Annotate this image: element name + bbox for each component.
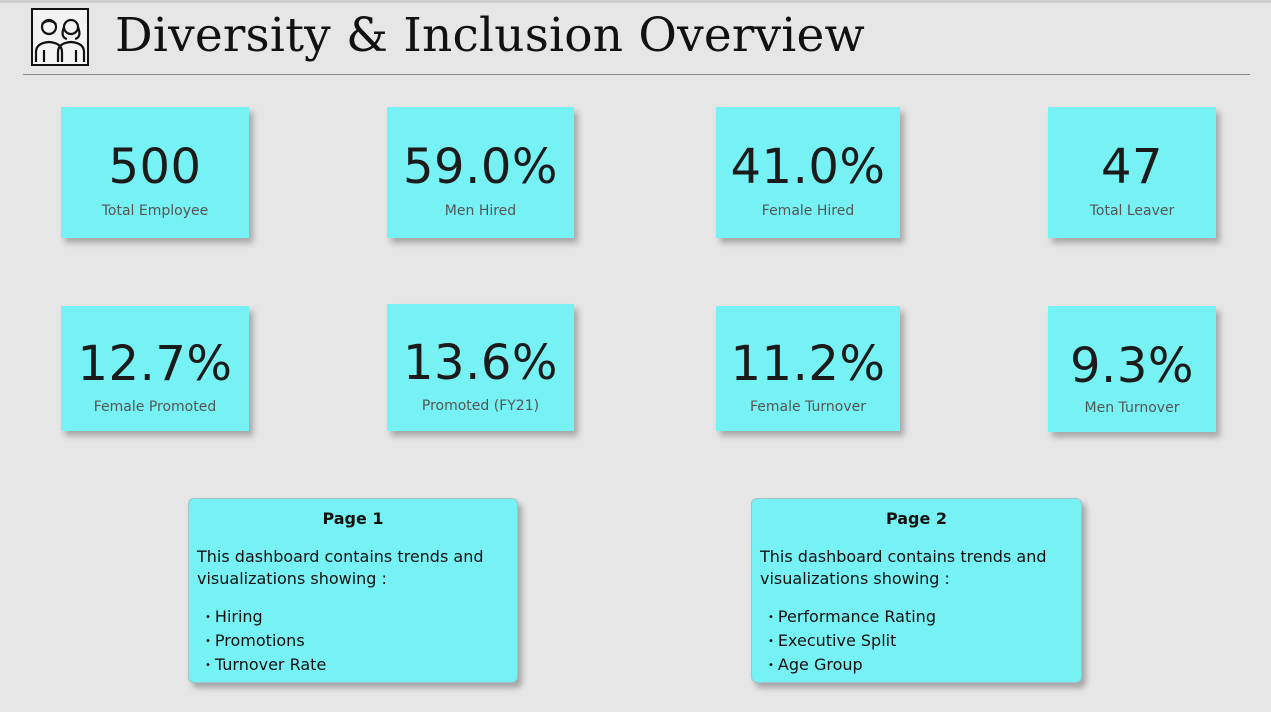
list-item: Turnover Rate: [205, 654, 509, 678]
kpi-value: 500: [108, 139, 202, 195]
page-header: Diversity & Inclusion Overview: [23, 6, 1250, 75]
kpi-value: 41.0%: [730, 139, 886, 195]
kpi-label: Female Hired: [761, 203, 855, 219]
kpi-card-total-leaver[interactable]: 47 Total Leaver: [1048, 107, 1216, 238]
list-item: Executive Split: [768, 630, 1073, 654]
kpi-label: Promoted (FY21): [421, 398, 540, 414]
page-2-title: Page 2: [885, 509, 948, 528]
kpi-value: 13.6%: [403, 335, 558, 391]
kpi-label: Total Employee: [101, 203, 209, 219]
people-icon: [31, 8, 89, 66]
page-2-nav-card[interactable]: Page 2 This dashboard contains trends an…: [751, 498, 1082, 683]
kpi-card-total-employee[interactable]: 500 Total Employee: [61, 107, 249, 238]
kpi-label: Female Turnover: [750, 399, 866, 415]
kpi-card-men-turnover[interactable]: 9.3% Men Turnover: [1048, 306, 1216, 432]
kpi-value: 59.0%: [403, 139, 558, 195]
list-item: Hiring: [205, 606, 509, 630]
list-item: Age Group: [768, 654, 1073, 678]
page-1-title: Page 1: [322, 509, 384, 528]
page-1-description: This dashboard contains trends and visua…: [197, 547, 484, 588]
kpi-label: Female Promoted: [93, 399, 217, 415]
kpi-card-promoted-fy21[interactable]: 13.6% Promoted (FY21): [387, 304, 574, 431]
top-border: [0, 0, 1271, 3]
page-2-list: Performance Rating Executive Split Age G…: [760, 606, 1073, 678]
kpi-label: Men Turnover: [1084, 400, 1180, 416]
kpi-card-female-promoted[interactable]: 12.7% Female Promoted: [61, 306, 249, 431]
kpi-value: 11.2%: [730, 336, 886, 392]
page-2-description: This dashboard contains trends and visua…: [760, 547, 1047, 588]
page-1-list: Hiring Promotions Turnover Rate: [197, 606, 509, 678]
kpi-value: 9.3%: [1070, 338, 1194, 394]
kpi-label: Men Hired: [444, 203, 517, 219]
kpi-card-female-turnover[interactable]: 11.2% Female Turnover: [716, 306, 900, 431]
page-title: Diversity & Inclusion Overview: [115, 8, 865, 63]
kpi-value: 12.7%: [77, 336, 233, 392]
list-item: Performance Rating: [768, 606, 1073, 630]
kpi-label: Total Leaver: [1089, 203, 1175, 219]
list-item: Promotions: [205, 630, 509, 654]
kpi-card-men-hired[interactable]: 59.0% Men Hired: [387, 107, 574, 238]
kpi-value: 47: [1100, 139, 1164, 195]
kpi-card-female-hired[interactable]: 41.0% Female Hired: [716, 107, 900, 238]
page-1-nav-card[interactable]: Page 1 This dashboard contains trends an…: [188, 498, 518, 683]
